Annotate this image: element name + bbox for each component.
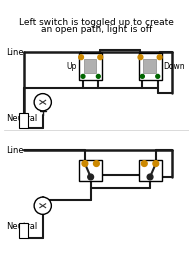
Text: an open path, light is off: an open path, light is off — [41, 25, 152, 34]
Text: Up: Up — [67, 62, 77, 71]
Circle shape — [81, 74, 85, 78]
Circle shape — [141, 161, 147, 167]
Circle shape — [156, 74, 160, 78]
Circle shape — [157, 55, 162, 60]
Circle shape — [141, 74, 144, 78]
Text: Line: Line — [6, 146, 24, 155]
Circle shape — [147, 174, 153, 180]
Bar — [84, 59, 96, 73]
Text: Down: Down — [163, 62, 185, 71]
Text: Left switch is toggled up to create: Left switch is toggled up to create — [19, 18, 174, 27]
Text: Neutral: Neutral — [6, 114, 38, 123]
Bar — [143, 59, 156, 73]
Bar — [79, 160, 102, 181]
Circle shape — [79, 55, 83, 60]
Text: Line: Line — [6, 48, 24, 57]
Bar — [19, 223, 28, 238]
Bar — [139, 53, 162, 80]
Text: Neutral: Neutral — [6, 222, 38, 231]
Bar — [139, 160, 162, 181]
Circle shape — [34, 94, 51, 111]
Circle shape — [153, 161, 159, 167]
Circle shape — [88, 174, 94, 180]
Circle shape — [96, 74, 100, 78]
Bar — [19, 113, 28, 128]
Circle shape — [138, 55, 143, 60]
Bar — [79, 53, 102, 80]
Circle shape — [98, 55, 103, 60]
Circle shape — [82, 161, 88, 167]
Circle shape — [34, 197, 51, 214]
Circle shape — [94, 161, 99, 167]
